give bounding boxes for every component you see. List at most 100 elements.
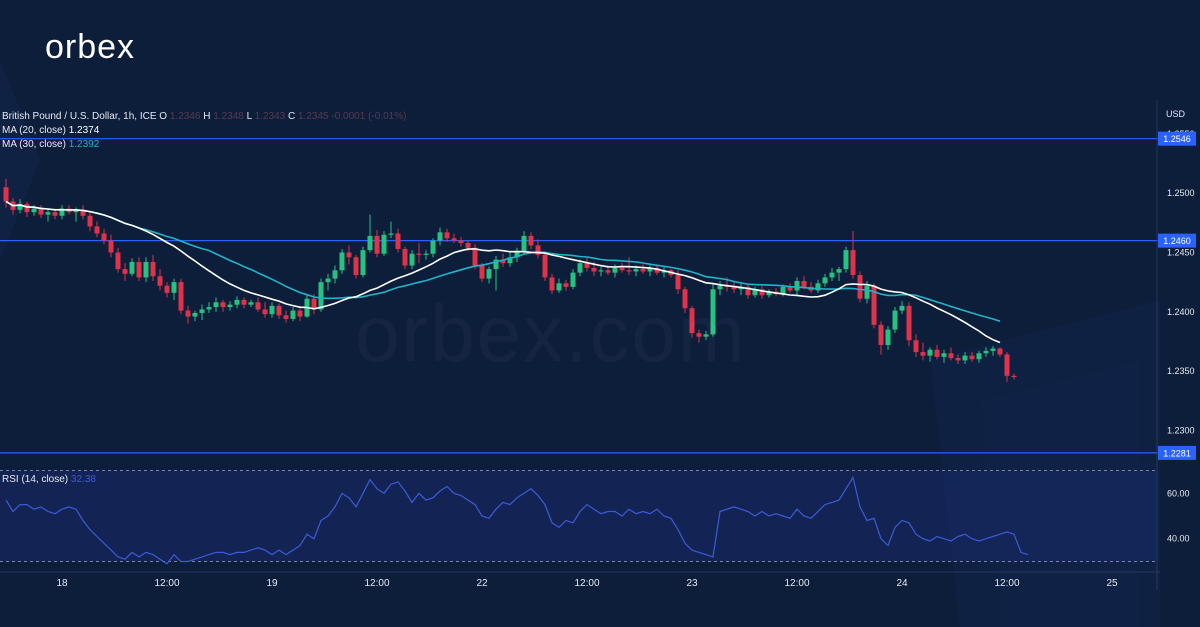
candle	[927, 349, 933, 356]
candle	[101, 233, 107, 241]
level-tags: 1.2546 1.2460 1.2281	[1158, 131, 1196, 460]
time-tick-label: 22	[476, 578, 488, 589]
price-axis[interactable]: 1.25501.25001.24501.24001.23501.230060.0…	[1156, 100, 1195, 590]
currency-label: USD	[1166, 109, 1186, 119]
candle	[451, 238, 457, 241]
candle	[682, 289, 688, 309]
time-tick-label: 25	[1106, 578, 1118, 589]
candle	[73, 209, 79, 213]
candle	[507, 257, 513, 264]
moving-averages	[5, 200, 1001, 344]
candle	[857, 275, 863, 299]
candle	[892, 310, 898, 330]
candle	[24, 203, 30, 213]
rsi-label: RSI (14, close)	[2, 474, 69, 485]
candle	[1011, 375, 1017, 377]
candle	[885, 329, 891, 345]
candle	[990, 348, 996, 351]
candle	[150, 261, 156, 277]
candle	[962, 355, 968, 361]
candle	[276, 305, 282, 316]
candle	[717, 285, 723, 290]
candles	[3, 178, 1017, 382]
watermark: orbex.com	[355, 288, 746, 380]
rsi-band-fill	[0, 470, 1157, 562]
candle	[514, 251, 520, 258]
candle	[241, 299, 247, 305]
level-tag-1	[1158, 233, 1196, 248]
candle	[374, 235, 380, 254]
candle	[262, 309, 268, 315]
candle	[269, 305, 275, 315]
ma30-label: MA (30, close)	[2, 139, 66, 150]
candle	[934, 349, 940, 357]
open-label: O	[159, 111, 168, 122]
candle	[969, 355, 975, 360]
candle	[598, 270, 604, 272]
candle	[17, 203, 23, 210]
candle	[493, 259, 499, 270]
candle	[521, 235, 527, 252]
candle	[388, 233, 394, 235]
candle	[500, 259, 506, 264]
level-tag-2	[1158, 445, 1196, 460]
candle	[283, 315, 289, 319]
candle	[437, 232, 443, 241]
candle	[297, 310, 303, 317]
ma20-label: MA (20, close)	[2, 125, 66, 136]
candle	[409, 253, 415, 266]
candle	[1004, 354, 1010, 376]
candle	[136, 261, 142, 278]
candle	[836, 269, 842, 273]
rsi-band	[0, 470, 1157, 562]
candle	[108, 240, 114, 253]
chart-legend: British Pound / U.S. Dollar, 1h, ICE O 1…	[2, 110, 406, 152]
candle	[199, 309, 205, 313]
candle	[948, 353, 954, 359]
candle	[815, 283, 821, 291]
candle	[906, 305, 912, 341]
low-value: 1.2343	[254, 111, 286, 122]
close-value: 1.2345	[298, 111, 329, 122]
candle	[248, 302, 254, 305]
candle	[577, 263, 583, 273]
candle	[675, 275, 681, 290]
candle	[703, 334, 709, 337]
candle	[38, 208, 44, 215]
candle	[115, 252, 121, 270]
candle	[871, 285, 877, 325]
candle	[402, 248, 408, 266]
candle	[920, 352, 926, 356]
candle	[234, 299, 240, 305]
candle	[913, 340, 919, 353]
candle	[612, 267, 618, 273]
candle	[850, 250, 856, 276]
candle	[549, 277, 555, 291]
level-tag-label-1: 1.2460	[1163, 236, 1191, 246]
candle	[563, 283, 569, 287]
candle	[416, 253, 422, 255]
time-axis[interactable]: 18 12:00 19 12:00 22 12:00 23 12:00 24 12:00 25	[0, 571, 1160, 589]
candle	[766, 291, 772, 296]
level-tag-label-2: 1.2281	[1163, 448, 1191, 458]
rsi-legend: RSI (14, close) 32.38	[2, 474, 96, 485]
horizontal-levels[interactable]	[0, 138, 1160, 454]
candle	[731, 286, 737, 290]
candle	[941, 353, 947, 357]
candle	[206, 307, 212, 310]
candle	[801, 280, 807, 287]
candle	[864, 285, 870, 299]
close-label: C	[287, 111, 296, 122]
high-label: H	[203, 111, 211, 122]
candle	[591, 267, 597, 272]
candle	[878, 324, 884, 345]
ma20-value: 1.2374	[68, 125, 100, 136]
rsi-tick-label: 60.00	[1167, 488, 1190, 498]
candle	[31, 208, 37, 213]
candle	[325, 278, 331, 283]
high-value: 1.2348	[213, 111, 244, 122]
candle	[395, 233, 401, 249]
candle	[955, 358, 961, 361]
candle	[381, 234, 387, 254]
